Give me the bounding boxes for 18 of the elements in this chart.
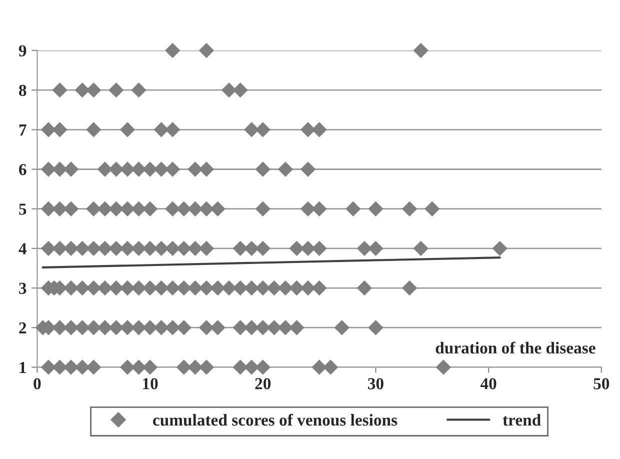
- y-tick-label: 2: [19, 322, 26, 334]
- y-tick-label: 8: [19, 84, 26, 96]
- y-tick-label: 5: [19, 204, 26, 215]
- y-tick-label: 6: [19, 164, 26, 176]
- y-tick-label: 7: [19, 124, 26, 136]
- legend-label: trend: [502, 414, 541, 426]
- x-tick-label: 10: [143, 378, 158, 390]
- x-tick-label: 20: [255, 378, 271, 390]
- y-tick-label: 3: [19, 282, 26, 294]
- y-tick-label: 9: [18, 45, 26, 56]
- y-tick-label: 4: [18, 243, 26, 254]
- y-tick-label: 1: [20, 362, 26, 373]
- x-tick-label: 50: [594, 378, 610, 390]
- legend-label: cumulated scores of venous lesions: [153, 414, 398, 426]
- x-axis-title: duration of the disease: [436, 342, 596, 354]
- x-tick-label: 30: [368, 378, 384, 390]
- x-tick-label: 0: [34, 378, 41, 390]
- x-tick-label: 40: [480, 378, 496, 390]
